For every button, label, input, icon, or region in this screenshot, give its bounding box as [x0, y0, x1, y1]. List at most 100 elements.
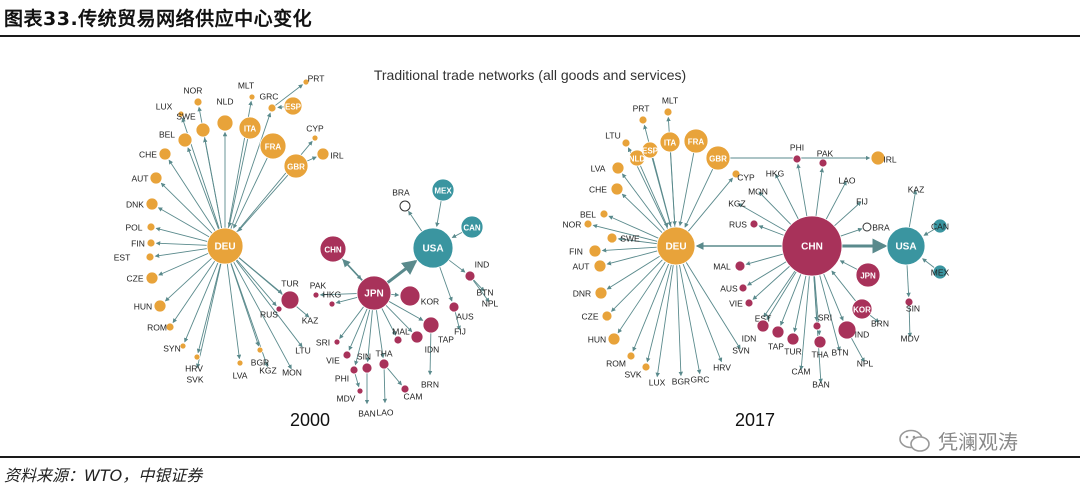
node-lva: [236, 359, 244, 367]
node-prt: [302, 78, 310, 86]
edge-ind-npl: [850, 337, 865, 363]
node-label-bel: BEL: [159, 130, 175, 140]
node-label-ita: ITA: [244, 125, 257, 134]
edge-deu-rom: [172, 260, 216, 324]
edge-jpn-tha: [375, 309, 385, 359]
node-nor: [583, 219, 593, 229]
node-dnk: [145, 197, 159, 211]
edge-deu-cyp: [687, 177, 733, 232]
edge-deu-syn: [184, 262, 219, 343]
edge-deu-swe: [203, 137, 223, 229]
edge-chn-pak: [815, 167, 825, 217]
edge-chn-est: [763, 270, 796, 318]
node-label-kor: KOR: [853, 306, 871, 315]
node-tha: [813, 335, 827, 349]
node-label-bra: BRA: [392, 188, 410, 198]
node-label-ltu: LTU: [605, 131, 620, 141]
node-aus: [738, 283, 748, 293]
edge-deu-gbr: [237, 174, 289, 232]
node-label-swe: SWE: [176, 112, 196, 122]
edge-deu-ltu: [235, 260, 303, 348]
node-usa: [886, 226, 926, 266]
edge-gbr-irl: [306, 156, 317, 162]
edge-deu-nor: [592, 224, 658, 242]
node-cyp: [731, 169, 741, 179]
node-chn: [781, 215, 843, 277]
node-idn: [756, 319, 770, 333]
node-label-tha: THA: [376, 349, 393, 359]
edge-deu-pol: [155, 227, 208, 242]
node-deu: [206, 227, 244, 265]
node-label-cyp: CYP: [737, 173, 755, 183]
node-label-rus: RUS: [260, 310, 278, 320]
edge-deu-che: [168, 159, 216, 232]
node-tur: [786, 332, 800, 346]
node-hun: [153, 299, 167, 313]
node-label-ita: ITA: [664, 139, 677, 148]
node-idn: [410, 330, 424, 344]
edge-deu-esp: [651, 157, 672, 227]
node-irl: [870, 150, 886, 166]
node-mal: [734, 260, 746, 272]
node-bra: [399, 200, 411, 212]
node-label-cze: CZE: [582, 312, 599, 322]
node-rom: [165, 322, 175, 332]
watermark: 凭澜观涛: [898, 426, 1018, 455]
edge-jpn-pak: [319, 292, 358, 297]
edge-chn-hkg: [775, 173, 799, 220]
edge-chn-btn: [819, 274, 841, 352]
node-aut: [593, 259, 607, 273]
node-label-npl: NPL: [857, 359, 874, 369]
node-label-tap: TAP: [438, 335, 454, 345]
edges: [592, 116, 935, 384]
node-pak: [818, 158, 828, 168]
node-bra: [862, 222, 872, 232]
node-label-syn: SYN: [163, 344, 180, 354]
diagram-title: Traditional trade networks (all goods an…: [374, 67, 686, 83]
edge-kor-brn: [869, 314, 880, 323]
node-label-fij: FIJ: [454, 327, 466, 337]
node-label-deu: DEU: [665, 242, 686, 253]
edge-deu-hun: [164, 257, 213, 302]
node-label-bra: BRA: [872, 223, 890, 233]
node-gbr: [283, 153, 309, 179]
edge-jpn-usa: [386, 259, 418, 284]
edge-deu-lux: [655, 264, 674, 378]
edge-chn-jpn: [839, 260, 858, 270]
node-aus: [448, 301, 460, 313]
node-label-ind: IND: [475, 260, 490, 270]
node-label-aus: AUS: [456, 312, 474, 322]
edge-deu-kaz: [238, 257, 310, 318]
node-label-aut: AUT: [573, 262, 590, 272]
node-cam: [400, 384, 410, 394]
node-che: [610, 182, 624, 196]
node-cze: [145, 271, 159, 285]
edge-deu-che: [621, 193, 663, 234]
node-label-sin: SIN: [906, 304, 920, 314]
edge-chn-tap: [780, 273, 802, 326]
trade-network-diagram: Traditional trade networks (all goods an…: [114, 67, 950, 430]
node-sri: [812, 321, 822, 331]
edge-usa-can: [923, 229, 935, 236]
edge-deu-ita: [670, 151, 677, 226]
edge-deu-rus: [236, 259, 277, 307]
node-label-kaz: KAZ: [302, 316, 319, 326]
node-label-cam: CAM: [404, 392, 423, 402]
edge-chn-aus: [747, 261, 787, 286]
node-label-pol: POL: [125, 223, 142, 233]
node-fra: [259, 132, 287, 160]
node-label-brn: BRN: [871, 319, 889, 329]
node-sin: [361, 362, 373, 374]
node-kor: [399, 285, 421, 307]
edge-chn-ind: [823, 273, 844, 321]
node-label-esp: ESP: [285, 103, 302, 112]
edge-chn-kor: [831, 270, 857, 302]
edge-usa-mex: [435, 200, 442, 228]
node-label-hkg: HKG: [766, 169, 784, 179]
node-mal: [393, 335, 403, 345]
node-gbr: [705, 145, 731, 171]
edge-tha-cam: [386, 367, 402, 386]
node-label-tur: TUR: [281, 279, 298, 289]
edge-usa-bra: [408, 210, 423, 232]
